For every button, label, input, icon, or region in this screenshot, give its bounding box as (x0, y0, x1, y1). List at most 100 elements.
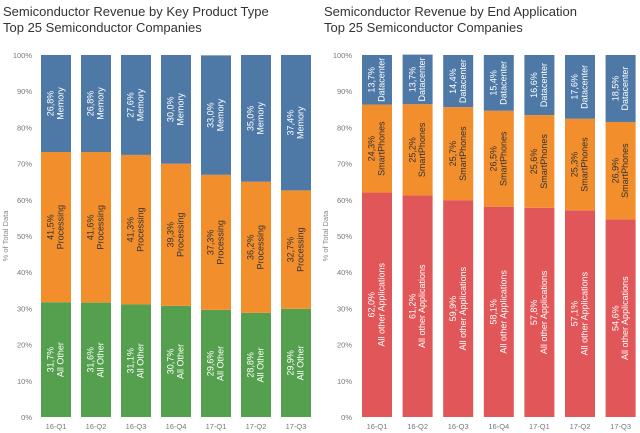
left-bar-segment-all-other (121, 304, 151, 417)
left-x-tick-label: 16-Q1 (46, 422, 67, 431)
left-bar-segment-processing (121, 154, 151, 305)
right-y-tick-label: 30% (337, 304, 352, 313)
right-bar-segment-datacenter (565, 55, 595, 119)
left-bar-segment-processing (41, 152, 71, 303)
left-bar-segment-all-other (161, 305, 191, 417)
right-bar-segment-smartphones (443, 107, 474, 201)
left-x-tick-label: 17-Q2 (246, 422, 267, 431)
left-data-label: 27,6%Memory (126, 88, 146, 121)
right-x-tick-label: 17-Q2 (570, 422, 591, 431)
right-y-tick-label: 10% (337, 377, 352, 386)
left-bar-segment-processing (161, 163, 191, 306)
left-chart-title-line: Semiconductor Revenue by Key Product Typ… (3, 4, 269, 19)
right-bar-segment-datacenter (362, 55, 392, 105)
right-data-label: 24,3%SmartPhones (367, 121, 387, 176)
right-data-label: 61,2%All other Applications (407, 264, 427, 348)
left-y-tick-label: 80% (17, 123, 32, 132)
right-data-label: 18,5%Datacenter (610, 66, 630, 110)
right-data-label: 62,0%All other Applications (367, 263, 387, 347)
left-data-label: 30,0%Memory (166, 93, 186, 126)
left-bar-segment-all-other (81, 302, 111, 417)
left-bar-segment-memory (241, 55, 271, 182)
right-x-tick-label: 16-Q1 (367, 422, 388, 431)
left-bar-segment-memory (41, 55, 71, 153)
right-bar-segment-datacenter (483, 55, 514, 111)
right-x-tick-label: 17-Q3 (610, 422, 631, 431)
left-y-tick-label: 70% (17, 160, 32, 169)
left-chart-title: Semiconductor Revenue by Key Product Typ… (3, 4, 269, 36)
left-x-tick-label: 17-Q3 (286, 422, 307, 431)
left-y-axis-label: % of Total Data (1, 210, 10, 262)
right-data-label: 25,7%SmartPhones (448, 126, 468, 181)
right-data-label: 17,6%Datacenter (570, 65, 590, 109)
right-data-label: 25,6%SmartPhones (529, 134, 549, 189)
right-bar-segment-smartphones (362, 104, 392, 193)
left-y-tick-label: 100% (13, 51, 33, 60)
right-y-tick-label: 70% (337, 160, 352, 169)
left-data-label: 37,3%Processing (206, 220, 226, 265)
right-bar-segment-datacenter (402, 54, 433, 105)
right-x-tick-label: 16-Q4 (488, 422, 509, 431)
left-y-tick-label: 10% (17, 377, 32, 386)
left-bar-segment-processing (81, 152, 111, 303)
right-bar-segment-datacenter (605, 55, 636, 122)
right-data-label: 58,1%All other Applications (489, 270, 509, 354)
right-bar-segment-all-other-applications (443, 200, 474, 417)
right-x-tick-label: 16-Q2 (407, 422, 428, 431)
right-bar-segment-all-other-applications (362, 192, 392, 417)
right-chart-subtitle: Top 25 Semiconductor Companies (324, 20, 523, 35)
left-bar-segment-all-other (41, 302, 71, 417)
right-bar-segment-all-other-applications (565, 210, 595, 417)
left-y-tick-label: 90% (17, 87, 32, 96)
left-x-tick-label: 16-Q3 (126, 422, 147, 431)
right-data-label: 16,6%Datacenter (529, 63, 549, 107)
left-data-label: 35,0%Memory (246, 102, 266, 135)
right-bar-segment-all-other-applications (483, 206, 514, 417)
left-data-label: 37,4%Memory (286, 106, 306, 139)
right-chart-title: Semiconductor Revenue by End Application… (324, 4, 577, 36)
left-bar-segment-memory (161, 55, 191, 164)
left-data-label: 32,7%Processing (286, 227, 306, 272)
left-data-label: 31,7%All Other (46, 342, 66, 377)
left-data-label: 31,1%All Other (126, 343, 146, 378)
right-x-tick-label: 17-Q1 (529, 422, 550, 431)
right-y-tick-label: 40% (337, 268, 352, 277)
left-bar-segment-all-other (201, 309, 231, 417)
left-data-label: 36,2%Processing (246, 225, 266, 270)
left-bar-segment-memory (81, 55, 111, 153)
left-x-tick-label: 16-Q4 (166, 422, 187, 431)
right-bar-segment-smartphones (605, 121, 636, 220)
left-chart-plot: 0% 10% 20% 30% 40% 50% 60% 70% 80% 90% 100% % of To… (1, 51, 311, 431)
right-y-tick-label: 50% (337, 232, 352, 241)
left-data-label: 29,6%All Other (206, 346, 226, 381)
left-data-label: 39,3%Processing (166, 212, 186, 257)
right-y-tick-label: 80% (337, 123, 352, 132)
left-y-tick-label: 0% (21, 413, 32, 422)
right-x-tick-label: 16-Q3 (448, 422, 469, 431)
right-bar-segment-datacenter (524, 55, 555, 116)
left-data-label: 29,9%All Other (286, 345, 306, 380)
left-y-tick-label: 40% (17, 268, 32, 277)
left-data-label: 26,8%Memory (46, 87, 66, 120)
left-data-label: 31,6%All Other (86, 342, 106, 377)
right-data-label: 59,9%All other Applications (448, 266, 468, 350)
left-data-label: 41,6%Processing (86, 205, 106, 250)
right-data-label: 15,4%Datacenter (489, 61, 509, 105)
right-bar-segment-smartphones (402, 104, 433, 196)
right-data-label: 57,1%All other Applications (570, 271, 590, 355)
right-data-label: 57,8%All other Applications (529, 270, 549, 354)
left-bar-segment-memory (201, 55, 231, 175)
left-data-label: 28,8%All Other (246, 347, 266, 382)
left-y-tick-label: 20% (17, 341, 32, 350)
right-chart-title-line: Semiconductor Revenue by End Application (324, 4, 577, 19)
right-bar-segment-datacenter (443, 55, 474, 108)
right-y-tick-label: 20% (337, 341, 352, 350)
left-chart-subtitle: Top 25 Semiconductor Companies (3, 20, 202, 35)
right-bar-segment-smartphones (524, 115, 555, 208)
left-y-tick-label: 60% (17, 196, 32, 205)
right-y-tick-label: 0% (341, 413, 352, 422)
right-data-label: 25,2%SmartPhones (407, 122, 427, 177)
right-data-label: 14,4%Datacenter (448, 59, 468, 103)
right-y-tick-label: 60% (337, 196, 352, 205)
right-y-tick-label: 90% (337, 87, 352, 96)
